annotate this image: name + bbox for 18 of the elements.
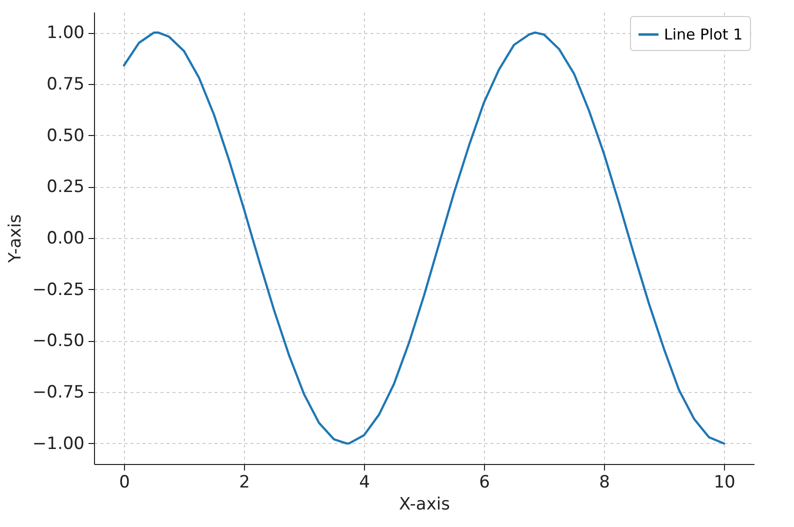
x-tick-label: 2: [239, 472, 250, 492]
x-tick-label: 10: [714, 472, 736, 492]
y-tick-label: 0.75: [46, 74, 84, 94]
y-tick-label: 0.25: [46, 177, 84, 198]
x-tick-label: 4: [359, 472, 370, 492]
y-tick-label: −0.75: [32, 382, 84, 403]
y-tick-label: 0.50: [46, 126, 84, 146]
legend-label: Line Plot 1: [664, 26, 743, 44]
y-tick-label: 1.00: [46, 23, 84, 44]
y-tick-label: −1.00: [32, 434, 84, 454]
x-axis-title: X-axis: [399, 494, 450, 514]
y-axis-title: Y-axis: [5, 214, 26, 264]
x-tick-label: 0: [119, 472, 130, 492]
y-tick-label: −0.50: [32, 331, 84, 352]
y-tick-label: 0.00: [46, 228, 84, 248]
y-tick-label: −0.25: [32, 280, 84, 300]
x-tick-label: 6: [479, 472, 490, 492]
x-tick-label: 8: [599, 472, 610, 492]
